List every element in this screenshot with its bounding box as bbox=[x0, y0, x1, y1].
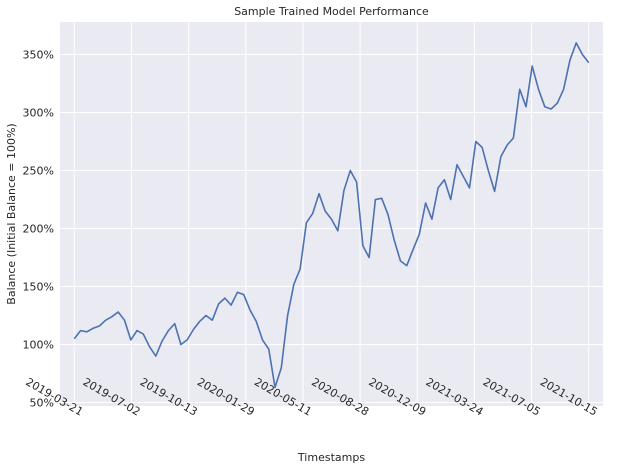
y-tick-label: 150% bbox=[23, 281, 54, 294]
y-tick-label: 50% bbox=[30, 397, 54, 410]
chart-title: Sample Trained Model Performance bbox=[234, 5, 429, 18]
y-tick-labels: 50% 100% 150% 200% 250% 300% 350% bbox=[23, 48, 54, 409]
y-gridlines bbox=[60, 53, 603, 404]
plot-area bbox=[60, 22, 603, 406]
y-axis-title: Balance (Initial Balance = 100%) bbox=[5, 123, 18, 304]
series-line bbox=[73, 42, 590, 389]
y-tick-label: 300% bbox=[23, 106, 54, 119]
y-tick-label: 250% bbox=[23, 164, 54, 177]
y-tick-label: 200% bbox=[23, 223, 54, 236]
y-tick-label: 350% bbox=[23, 48, 54, 61]
x-axis-title: Timestamps bbox=[297, 451, 365, 464]
y-tick-label: 100% bbox=[23, 339, 54, 352]
